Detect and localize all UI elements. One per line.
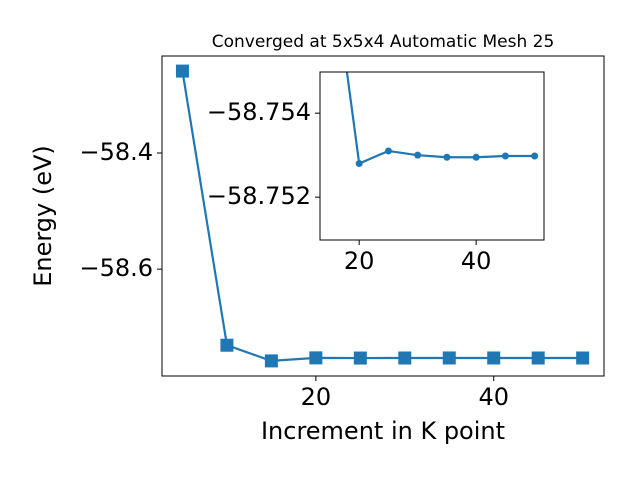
series-line bbox=[181, 70, 583, 363]
marker bbox=[472, 153, 480, 161]
y-tick-label: −58.752 bbox=[207, 182, 311, 210]
marker bbox=[220, 338, 234, 352]
series-group bbox=[345, 72, 539, 168]
marker bbox=[487, 351, 501, 365]
x-tick-label: 20 bbox=[301, 383, 332, 411]
y-axis-label: Energy (eV) bbox=[29, 145, 57, 287]
x-tick-label: 40 bbox=[478, 383, 509, 411]
inset: 20 40 −58.754 −58.752 bbox=[207, 71, 545, 275]
marker bbox=[442, 351, 456, 365]
y-tick-label: −58.4 bbox=[79, 138, 153, 166]
marker bbox=[414, 151, 422, 159]
marker bbox=[576, 351, 590, 365]
marker bbox=[264, 354, 278, 368]
marker bbox=[384, 147, 392, 155]
marker bbox=[501, 152, 509, 160]
axes-frame bbox=[161, 55, 605, 377]
marker bbox=[175, 64, 189, 78]
y-tick-label: −58.754 bbox=[207, 98, 311, 126]
chart-title: Converged at 5x5x4 Automatic Mesh 25 bbox=[212, 32, 555, 52]
marker bbox=[531, 351, 545, 365]
x-tick-label: 20 bbox=[344, 247, 375, 275]
marker bbox=[531, 152, 539, 160]
x-axis-label: Increment in K point bbox=[261, 417, 505, 445]
x-tick-label: 40 bbox=[461, 247, 492, 275]
series-group bbox=[175, 64, 590, 368]
y-tick-label: −58.6 bbox=[79, 254, 153, 282]
marker bbox=[353, 351, 367, 365]
marker bbox=[443, 153, 451, 161]
marker bbox=[309, 351, 323, 365]
axes-frame bbox=[319, 71, 545, 241]
series-line bbox=[345, 72, 535, 166]
marker bbox=[355, 160, 363, 168]
marker bbox=[398, 351, 412, 365]
